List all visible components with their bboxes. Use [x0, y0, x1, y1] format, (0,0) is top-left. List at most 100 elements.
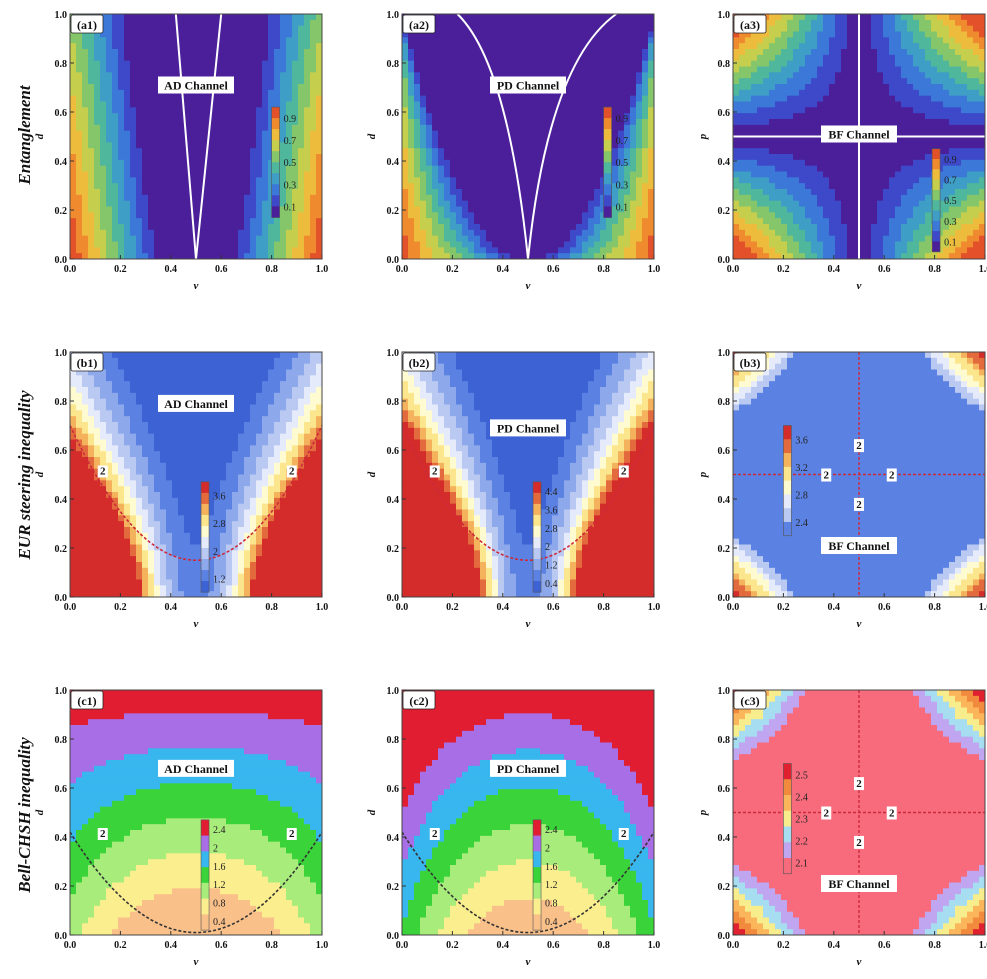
- contour-cell: [408, 159, 415, 167]
- contour-cell: [835, 224, 842, 231]
- contour-cell: [142, 19, 149, 27]
- contour-cell: [82, 49, 89, 56]
- contour-cell: [262, 200, 269, 208]
- contour-cell: [268, 37, 275, 44]
- contour-cell: [805, 124, 812, 132]
- contour-cell: [877, 84, 884, 91]
- contour-cell: [106, 25, 113, 33]
- contour-cell: [118, 119, 125, 126]
- contour-cell: [787, 119, 794, 126]
- contour-cell: [196, 189, 203, 196]
- contour-cell: [612, 54, 619, 62]
- contour-cell: [468, 78, 475, 85]
- contour-cell: [268, 43, 275, 50]
- contour-cell: [316, 154, 322, 161]
- contour-cell: [600, 224, 607, 231]
- contour-cell: [925, 95, 932, 103]
- contour-cell: [148, 189, 155, 196]
- contour-cell: [558, 14, 565, 21]
- contour-cell: [202, 119, 209, 126]
- contour-cell: [76, 89, 83, 97]
- contour-cell: [588, 124, 595, 132]
- contour-cell: [184, 107, 191, 114]
- contour-cell: [642, 247, 649, 254]
- contour-cell: [781, 84, 788, 91]
- contour-cell: [172, 107, 179, 114]
- y-tick-label: 0.8: [387, 59, 400, 70]
- contour-cell: [763, 142, 770, 149]
- contour-cell: [522, 66, 529, 73]
- contour-cell: [474, 159, 481, 167]
- contour-cell: [250, 154, 257, 161]
- contour-cell: [118, 84, 125, 91]
- contour-cell: [594, 247, 601, 254]
- contour-cell: [438, 253, 445, 259]
- contour-cell: [468, 177, 475, 184]
- contour-cell: [799, 218, 806, 225]
- contour-cell: [811, 49, 818, 56]
- contour-cell: [823, 95, 830, 103]
- contour-cell: [763, 107, 770, 114]
- contour-cell: [558, 189, 565, 196]
- contour-cell: [262, 183, 269, 190]
- contour-cell: [438, 49, 445, 56]
- contour-cell: [901, 212, 908, 219]
- contour-cell: [570, 31, 577, 38]
- contour-cell: [552, 247, 559, 254]
- contour-cell: [202, 60, 209, 68]
- contour-cell: [823, 235, 830, 243]
- contour-cell: [172, 130, 179, 138]
- contour-cell: [232, 247, 239, 254]
- contour-cell: [805, 154, 812, 161]
- contour-cell: [799, 14, 806, 21]
- contour-cell: [432, 200, 439, 208]
- contour-cell: [88, 136, 95, 143]
- contour-cell: [618, 25, 625, 33]
- contour-cell: [576, 136, 583, 143]
- contour-cell: [438, 31, 445, 38]
- contour-cell: [498, 159, 505, 167]
- contour-cell: [612, 19, 619, 27]
- contour-cell: [883, 14, 890, 21]
- contour-cell: [570, 113, 577, 120]
- contour-cell: [564, 54, 571, 62]
- contour-cell: [624, 14, 631, 21]
- contour-cell: [142, 229, 149, 237]
- contour-cell: [739, 66, 746, 73]
- contour-cell: [244, 148, 251, 155]
- contour-cell: [250, 14, 257, 21]
- contour-cell: [226, 113, 233, 120]
- contour-cell: [618, 72, 625, 79]
- contour-cell: [570, 235, 577, 243]
- contour-cell: [94, 78, 101, 85]
- contour-cell: [226, 212, 233, 219]
- contour-cell: [745, 241, 752, 248]
- x-tick-label: 0.0: [396, 264, 409, 275]
- contour-cell: [793, 165, 800, 173]
- contour-cell: [202, 43, 209, 50]
- contour-cell: [769, 206, 776, 213]
- contour-cell: [847, 218, 854, 225]
- contour-cell: [226, 235, 233, 243]
- contour-cell: [70, 189, 77, 196]
- contour-cell: [402, 95, 409, 103]
- contour-cell: [444, 189, 451, 196]
- contour-cell: [889, 89, 896, 97]
- contour-cell: [444, 107, 451, 114]
- contour-cell: [172, 229, 179, 237]
- contour-cell: [160, 142, 167, 149]
- contour-cell: [438, 60, 445, 68]
- contour-cell: [292, 189, 299, 196]
- contour-cell: [877, 165, 884, 173]
- contour-cell: [208, 54, 215, 62]
- contour-cell: [594, 183, 601, 190]
- contour-cell: [250, 84, 257, 91]
- contour-cell: [552, 165, 559, 173]
- contour-cell: [913, 60, 920, 68]
- contour-cell: [438, 78, 445, 85]
- contour-cell: [594, 124, 601, 132]
- contour-cell: [286, 165, 293, 173]
- contour-cell: [154, 124, 161, 132]
- contour-cell: [919, 224, 926, 231]
- contour-cell: [552, 101, 559, 108]
